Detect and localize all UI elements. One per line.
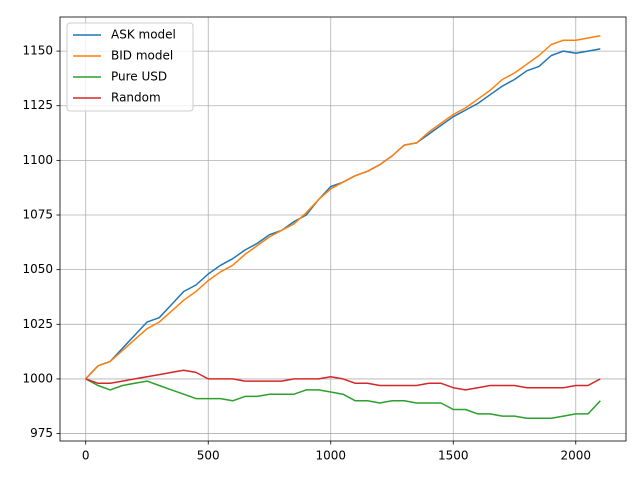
legend-label: ASK model [111, 28, 176, 42]
x-tick-label: 2000 [560, 449, 591, 463]
y-tick-label: 1075 [22, 208, 53, 222]
x-tick-label: 500 [197, 449, 220, 463]
legend-label: Pure USD [111, 70, 167, 84]
y-tick-label: 1100 [22, 153, 53, 167]
line-series [85, 369, 601, 391]
x-tick-label: 1000 [315, 449, 346, 463]
plot-frame [59, 16, 627, 442]
y-tick-label: 1125 [22, 98, 53, 112]
y-tick-label: 1150 [22, 44, 53, 58]
y-tick-label: 1000 [22, 371, 53, 385]
y-tick-label: 1025 [22, 317, 53, 331]
line-series [85, 35, 601, 380]
legend-label: BID model [111, 49, 173, 63]
x-tick-label: 0 [82, 449, 90, 463]
legend-label: Random [111, 91, 161, 105]
x-tick-label: 1500 [438, 449, 469, 463]
y-tick-label: 1050 [22, 262, 53, 276]
y-tick-label: 975 [30, 426, 53, 440]
legend-box [66, 22, 194, 112]
line-series [85, 378, 601, 420]
